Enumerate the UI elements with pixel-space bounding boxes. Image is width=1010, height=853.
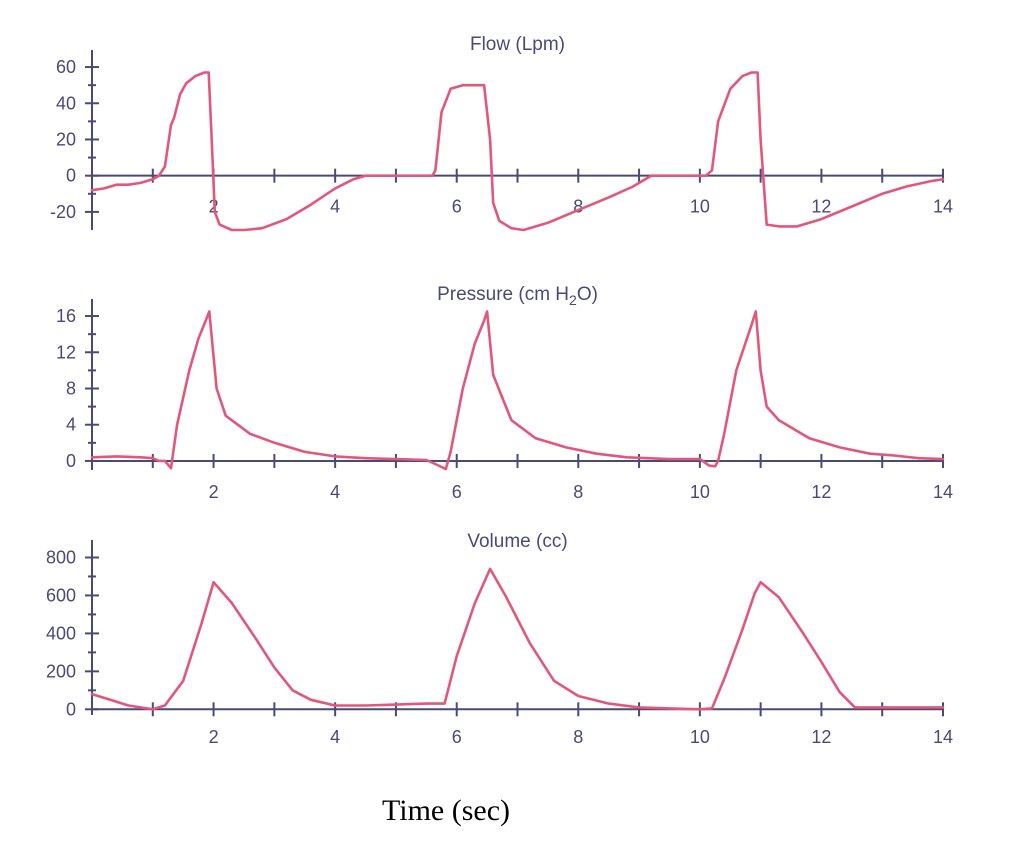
flow-x-tick-label: 4 xyxy=(330,197,340,217)
volume-x-tick-label: 4 xyxy=(330,727,340,747)
pressure-x-tick-label: 14 xyxy=(933,482,953,502)
pressure-y-tick-label: 12 xyxy=(56,342,76,362)
pressure-chart-title: Pressure (cm H2O) xyxy=(437,284,598,308)
volume-x-tick-label: 2 xyxy=(209,727,219,747)
pressure-y-tick-label: 0 xyxy=(66,451,76,471)
volume-x-tick-label: 12 xyxy=(811,727,831,747)
flow-title-main: Flow (Lpm) xyxy=(470,34,565,55)
x-axis-label: Time (sec) xyxy=(382,794,510,827)
flow-y-tick-label: 0 xyxy=(66,166,76,186)
pressure-title-tail: O) xyxy=(577,284,598,305)
volume-x-tick-label: 6 xyxy=(452,727,462,747)
pressure-x-tick-label: 4 xyxy=(330,482,340,502)
volume-chart-title: Volume (cc) xyxy=(467,531,567,552)
pressure-title-main: Pressure (cm H xyxy=(437,284,569,305)
flow-y-tick-label: -20 xyxy=(50,202,76,222)
pressure-x-tick-label: 6 xyxy=(452,482,462,502)
volume-y-tick-label: 200 xyxy=(46,661,76,681)
flow-x-tick-label: 14 xyxy=(933,197,953,217)
pressure-y-tick-label: 16 xyxy=(56,306,76,326)
flow-x-tick-label: 6 xyxy=(452,197,462,217)
pressure-title-subscript: 2 xyxy=(569,292,577,308)
volume-y-tick-label: 600 xyxy=(46,585,76,605)
volume-x-tick-label: 8 xyxy=(573,727,583,747)
flow-x-tick-label: 8 xyxy=(573,197,583,217)
pressure-x-tick-label: 8 xyxy=(573,482,583,502)
flow-x-tick-label: 12 xyxy=(811,197,831,217)
pressure-x-tick-label: 10 xyxy=(690,482,710,502)
volume-y-tick-label: 400 xyxy=(46,623,76,643)
volume-x-tick-label: 14 xyxy=(933,727,953,747)
pressure-y-tick-label: 4 xyxy=(66,415,76,435)
volume-y-tick-label: 0 xyxy=(66,699,76,719)
flow-chart-title: Flow (Lpm) xyxy=(470,34,565,55)
flow-y-tick-label: 20 xyxy=(56,129,76,149)
pressure-x-tick-label: 12 xyxy=(811,482,831,502)
pressure-series-line xyxy=(90,310,945,471)
flow-y-tick-label: 40 xyxy=(56,93,76,113)
volume-chart: Volume (cc) 0 200 400 600 800 2 4 6 8 10 12 14 xyxy=(46,531,953,747)
volume-series-line xyxy=(90,567,945,711)
flow-series-line xyxy=(90,71,945,232)
pressure-x-tick-label: 2 xyxy=(209,482,219,502)
flow-y-tick-label: 60 xyxy=(56,57,76,77)
volume-y-tick-label: 800 xyxy=(46,547,76,567)
volume-title-main: Volume (cc) xyxy=(467,531,567,552)
flow-x-tick-label: 10 xyxy=(690,197,710,217)
volume-x-tick-label: 10 xyxy=(690,727,710,747)
pressure-y-tick-label: 8 xyxy=(66,379,76,399)
